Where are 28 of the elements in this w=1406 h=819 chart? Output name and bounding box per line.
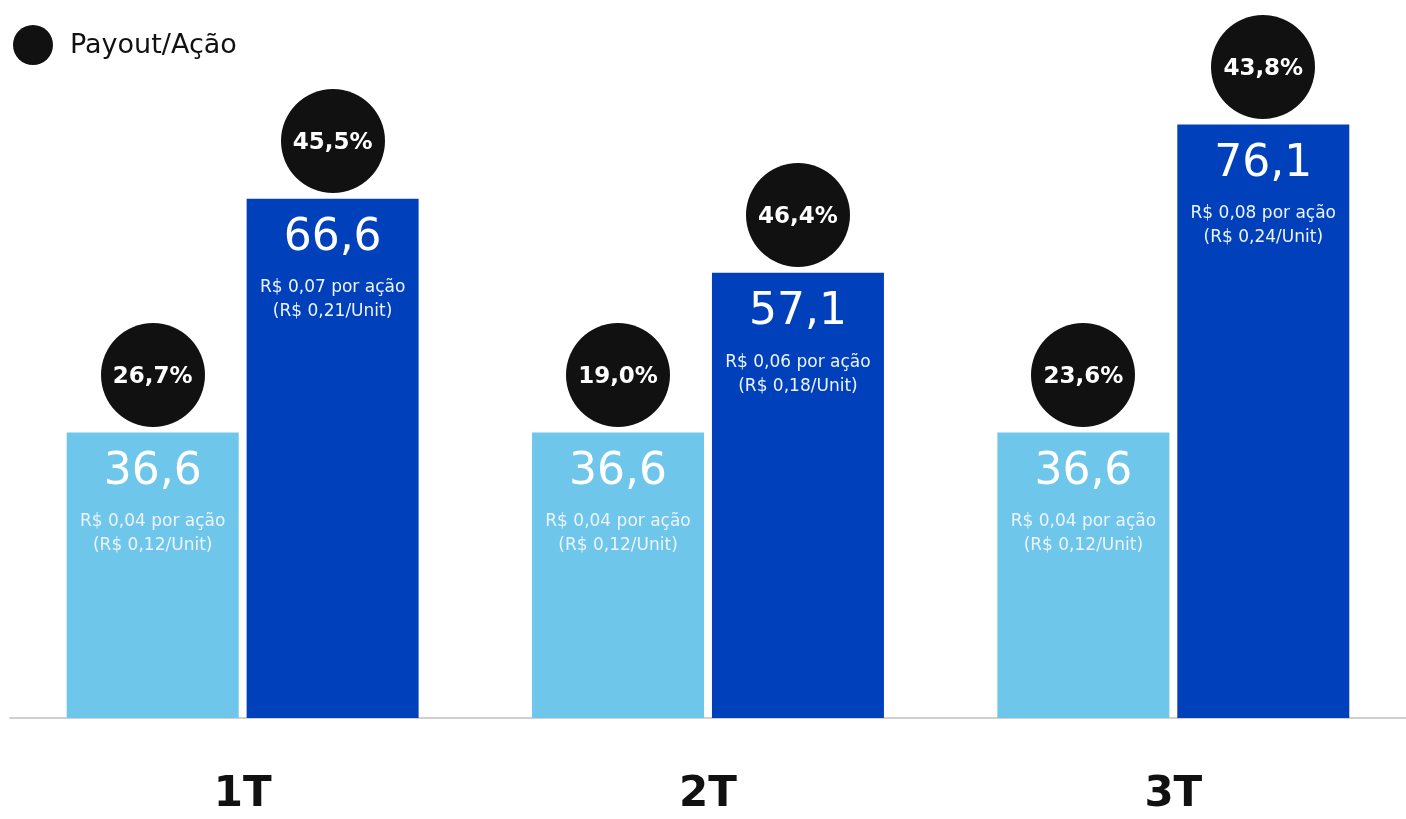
annotation: 43,8% [1222,52,1305,81]
x-tick-label: 2T [679,766,738,816]
annotation: 26,7% [111,360,194,389]
data-label: 57,1 [748,283,847,335]
bar [1177,124,1350,718]
data-label: 36,6 [1034,443,1133,495]
annotation: R$ 0,07 por ação (R$ 0,21/Unit) [258,275,407,323]
x-tick-label: 3T [1144,766,1203,816]
annotation: 45,5% [291,126,374,155]
x-tick-label: 1T [213,766,272,816]
bar [532,432,705,718]
annotation: 23,6% [1042,360,1125,389]
text: Payout/Ação [70,28,237,59]
data-label: 66,6 [283,209,382,261]
annotation: R$ 0,04 por ação (R$ 0,12/Unit) [78,509,227,557]
data-label: 36,6 [569,443,668,495]
bar [246,198,419,718]
annotation: R$ 0,08 por ação (R$ 0,24/Unit) [1189,201,1337,249]
data-label: 76,1 [1214,135,1313,187]
annotation: R$ 0,06 por ação (R$ 0,18/Unit) [724,349,872,397]
bar [711,272,884,718]
data-label: 36,6 [103,443,202,495]
bar [66,432,239,718]
annotation: 46,4% [757,200,839,229]
bar [997,432,1170,718]
annotation: R$ 0,04 por ação (R$ 0,12/Unit) [544,509,692,557]
annotation: 19,0% [577,360,659,389]
annotation: R$ 0,04 por ação (R$ 0,12/Unit) [1009,509,1158,557]
